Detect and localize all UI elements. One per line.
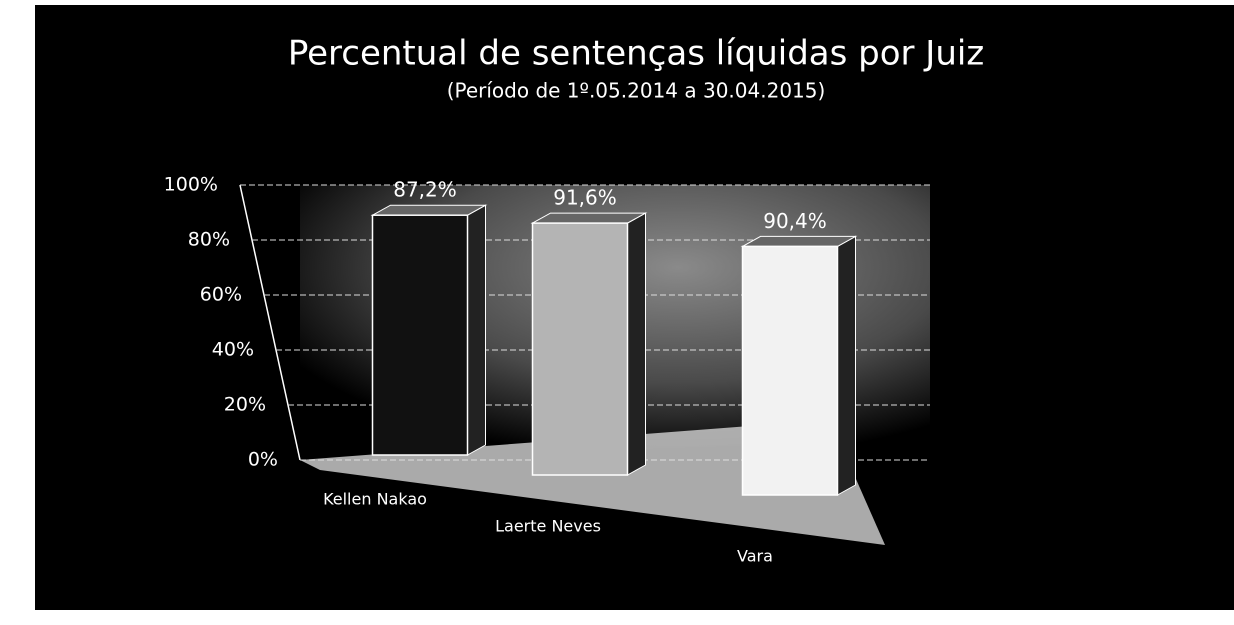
y-tick-label: 80% bbox=[188, 229, 230, 251]
data-label: 91,6% bbox=[553, 186, 617, 210]
bar bbox=[531, 222, 629, 476]
y-tick-label: 40% bbox=[212, 339, 254, 361]
y-tick-label: 60% bbox=[200, 284, 242, 306]
bar-side bbox=[837, 235, 856, 496]
chart-title: Percentual de sentenças líquidas por Jui… bbox=[288, 34, 984, 74]
bar bbox=[371, 214, 469, 456]
chart-subtitle: (Período de 1º.05.2014 a 30.04.2015) bbox=[447, 79, 826, 103]
y-tick-label: 0% bbox=[248, 449, 278, 471]
bar-side bbox=[467, 204, 486, 456]
bar-top bbox=[370, 204, 488, 216]
bar-side bbox=[627, 212, 646, 476]
bar bbox=[741, 245, 839, 496]
y-axis bbox=[239, 184, 301, 461]
y-tick-label: 20% bbox=[224, 394, 266, 416]
x-tick-label: Laerte Neves bbox=[495, 517, 601, 536]
bar-top bbox=[530, 212, 648, 224]
y-tick-label: 100% bbox=[164, 174, 218, 196]
x-tick-label: Vara bbox=[737, 547, 773, 566]
data-label: 90,4% bbox=[763, 209, 827, 233]
data-label: 87,2% bbox=[393, 178, 457, 202]
x-tick-label: Kellen Nakao bbox=[323, 490, 427, 509]
bar-top bbox=[740, 235, 858, 247]
